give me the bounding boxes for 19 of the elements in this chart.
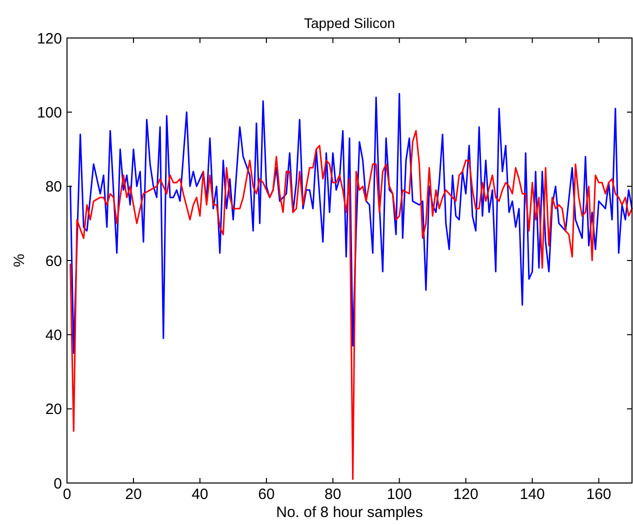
chart-title: Tapped Silicon (304, 15, 396, 31)
x-tick-label: 120 (453, 486, 478, 503)
y-axis-title: % (11, 254, 28, 268)
x-tick-label: 160 (586, 486, 612, 503)
x-tick-label: 100 (386, 486, 412, 503)
y-tick-label: 20 (45, 401, 62, 418)
y-tick-label: 60 (45, 252, 62, 270)
y-tick-label: 120 (36, 30, 62, 48)
y-tick-label: 100 (36, 104, 62, 122)
y-tick-label: 40 (45, 326, 62, 344)
line-series (70, 92, 633, 354)
x-tick-label: 60 (258, 486, 275, 503)
x-tick-label: 20 (125, 486, 142, 503)
x-tick-label: 80 (324, 486, 342, 503)
y-tick-label: 80 (45, 178, 62, 196)
line-series (70, 130, 633, 480)
x-axis-title: No. of 8 hour samples (276, 504, 423, 521)
x-tick-label: 40 (192, 486, 208, 503)
x-tick-label: 140 (520, 486, 545, 503)
